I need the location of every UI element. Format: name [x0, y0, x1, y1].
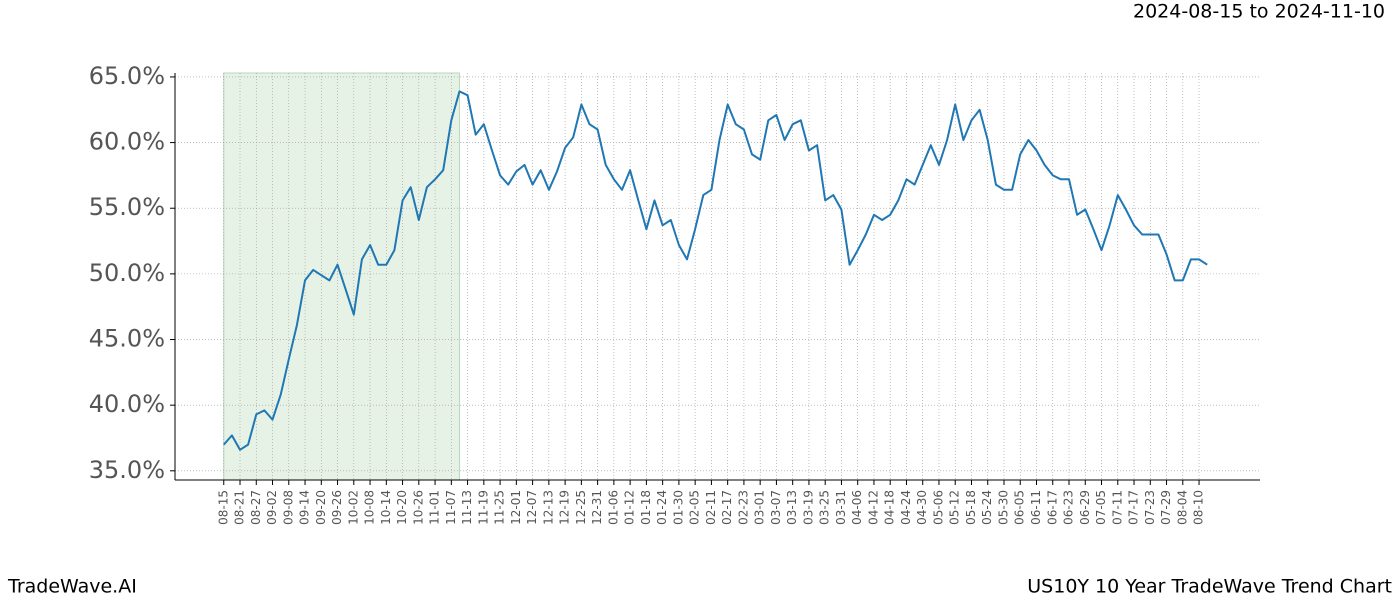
- x-tick-label: 11-25: [493, 490, 507, 525]
- x-tick-label: 07-05: [1094, 490, 1108, 525]
- x-tick-label: 12-13: [541, 490, 555, 525]
- chart-title: US10Y 10 Year TradeWave Trend Chart: [1027, 576, 1392, 598]
- x-tick-label: 03-19: [801, 490, 815, 525]
- x-tick-label: 02-17: [720, 490, 734, 525]
- x-tick-label: 10-26: [411, 490, 425, 525]
- x-tick-label: 09-02: [265, 490, 279, 525]
- x-tick-label: 01-18: [639, 490, 653, 525]
- x-tick-label: 07-11: [1110, 490, 1124, 525]
- x-tick-label: 03-01: [753, 490, 767, 525]
- x-tick-label: 04-06: [850, 490, 864, 525]
- date-range: 2024-08-15 to 2024-11-10: [1133, 1, 1385, 23]
- x-tick-label: 03-13: [785, 490, 799, 525]
- x-tick-label: 12-01: [509, 490, 523, 525]
- x-tick-label: 04-12: [866, 490, 880, 525]
- x-tick-label: 05-30: [996, 490, 1010, 525]
- x-tick-label: 11-01: [428, 490, 442, 525]
- x-tick-label: 08-21: [233, 490, 247, 525]
- x-tick-label: 09-14: [298, 490, 312, 525]
- brand: TradeWave.AI: [7, 576, 137, 598]
- x-tick-label: 06-05: [1013, 490, 1027, 525]
- x-tick-label: 10-02: [346, 490, 360, 525]
- x-tick-label: 09-08: [281, 490, 295, 525]
- x-tick-label: 01-12: [623, 490, 637, 525]
- x-tick-label: 12-07: [525, 490, 539, 525]
- x-tick-label: 05-24: [980, 490, 994, 525]
- x-tick-label: 09-26: [330, 490, 344, 525]
- trend-line: [223, 90, 1208, 451]
- x-tick-label: 01-30: [671, 490, 685, 525]
- x-tick-label: 05-18: [964, 490, 978, 525]
- y-tick-label: 40.0%: [89, 390, 165, 418]
- x-tick-label: 12-19: [558, 490, 572, 525]
- x-tick-label: 06-23: [1062, 490, 1076, 525]
- x-tick-label: 10-14: [379, 490, 393, 525]
- x-tick-label: 10-20: [395, 490, 409, 525]
- x-tick-label: 08-10: [1192, 490, 1206, 525]
- x-tick-label: 01-24: [655, 490, 669, 525]
- x-tick-label: 11-13: [460, 490, 474, 525]
- x-tick-label: 01-06: [606, 490, 620, 525]
- x-tick-label: 05-06: [931, 490, 945, 525]
- x-tick-label: 08-04: [1175, 490, 1189, 525]
- x-tick-label: 04-30: [915, 490, 929, 525]
- x-tick-label: 02-11: [704, 490, 718, 525]
- x-tick-label: 07-23: [1143, 490, 1157, 525]
- x-tick-label: 06-17: [1045, 490, 1059, 525]
- x-tick-label: 08-27: [249, 490, 263, 525]
- x-tick-label: 09-20: [314, 490, 328, 525]
- x-tick-label: 07-29: [1159, 490, 1173, 525]
- x-tick-label: 10-08: [363, 490, 377, 525]
- x-tick-label: 12-31: [590, 490, 604, 525]
- x-tick-label: 07-17: [1127, 490, 1141, 525]
- x-tick-label: 03-07: [769, 490, 783, 525]
- y-tick-label: 55.0%: [89, 193, 165, 221]
- x-tick-label: 04-24: [899, 490, 913, 525]
- x-tick-label: 03-25: [818, 490, 832, 525]
- y-tick-label: 65.0%: [89, 62, 165, 90]
- y-tick-label: 35.0%: [89, 456, 165, 484]
- x-tick-label: 06-29: [1078, 490, 1092, 525]
- y-tick-label: 50.0%: [89, 259, 165, 287]
- x-tick-label: 06-11: [1029, 490, 1043, 525]
- x-tick-label: 02-23: [736, 490, 750, 525]
- x-tick-label: 05-12: [948, 490, 962, 525]
- x-tick-label: 11-19: [476, 490, 490, 525]
- x-tick-label: 04-18: [883, 490, 897, 525]
- x-tick-label: 12-25: [574, 490, 588, 525]
- y-tick-label: 60.0%: [89, 128, 165, 156]
- x-tick-label: 08-15: [216, 490, 230, 525]
- x-tick-label: 11-07: [444, 490, 458, 525]
- x-tick-label: 02-05: [688, 490, 702, 525]
- x-tick-label: 03-31: [834, 490, 848, 525]
- y-tick-label: 45.0%: [89, 325, 165, 353]
